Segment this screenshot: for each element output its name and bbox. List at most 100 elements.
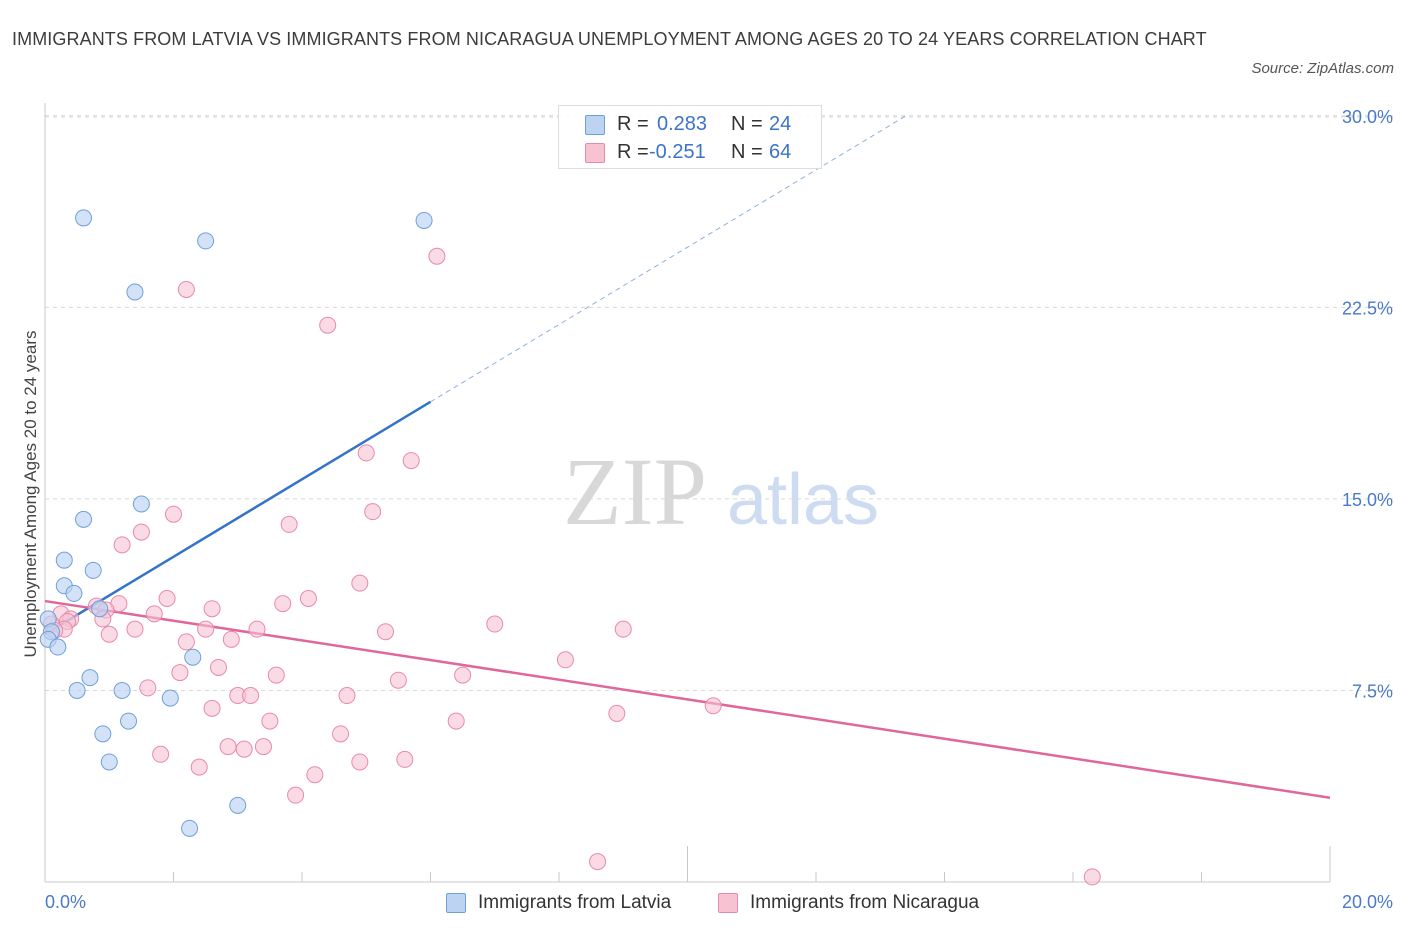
nicaragua-point — [486, 615, 504, 633]
latvia-point — [197, 232, 215, 250]
nicaragua-point — [454, 666, 472, 684]
latvia-point — [100, 753, 118, 771]
nicaragua-point — [132, 523, 150, 541]
r-value: -0.251 — [649, 141, 706, 163]
r-value: 0.283 — [657, 113, 708, 135]
watermark-atlas: atlas — [727, 460, 879, 540]
n-value: 64 — [769, 141, 792, 163]
nicaragua-point — [556, 651, 574, 669]
nicaragua-point — [351, 574, 369, 592]
nicaragua-point — [248, 620, 266, 638]
nicaragua-point — [274, 595, 292, 613]
y-tick-label: 30.0% — [1342, 107, 1393, 127]
nicaragua-point — [171, 664, 189, 682]
nicaragua-point — [402, 452, 420, 470]
nicaragua-point — [261, 712, 279, 730]
r-label: R = — [617, 141, 649, 163]
nicaragua-point — [158, 589, 176, 607]
latvia-point — [132, 495, 150, 513]
latvia-point — [161, 689, 179, 707]
nicaragua-point — [235, 740, 253, 758]
nicaragua-point — [100, 625, 118, 643]
latvia-legend-swatch — [446, 893, 466, 913]
stats-row-latvia: R = 0.283 N = 24 — [559, 111, 821, 139]
latvia-point — [55, 551, 73, 569]
nicaragua-point — [219, 738, 237, 756]
latvia-point — [181, 819, 199, 837]
latvia-point — [81, 669, 99, 687]
nicaragua-point — [242, 687, 260, 705]
nicaragua-point — [338, 687, 356, 705]
latvia-trend-line — [44, 400, 432, 636]
latvia-point — [84, 561, 102, 579]
nicaragua-legend-swatch — [718, 893, 738, 913]
latvia-point — [75, 209, 93, 227]
latvia-point — [65, 584, 83, 602]
nicaragua-point — [209, 658, 227, 676]
nicaragua-point — [254, 738, 272, 756]
nicaragua-point — [319, 316, 337, 334]
r-label: R = — [617, 113, 649, 135]
nicaragua-point — [357, 444, 375, 462]
watermark: ZIP atlas — [563, 438, 879, 545]
nicaragua-point — [377, 623, 395, 641]
latvia-point — [229, 796, 247, 814]
nicaragua-point — [177, 280, 195, 298]
nicaragua-point — [614, 620, 632, 638]
latvia-point — [113, 681, 131, 699]
latvia-point — [68, 681, 86, 699]
latvia-legend-label: Immigrants from Latvia — [478, 892, 672, 913]
nicaragua-point — [306, 766, 324, 784]
nicaragua-point — [197, 620, 215, 638]
latvia-point — [126, 283, 144, 301]
nicaragua-point — [280, 515, 298, 533]
nicaragua-point — [113, 536, 131, 554]
nicaragua-swatch — [585, 143, 605, 163]
latvia-point — [94, 725, 112, 743]
nicaragua-point — [222, 630, 240, 648]
grid-lines — [45, 115, 1395, 691]
nicaragua-point — [145, 605, 163, 623]
source-credit: Source: ZipAtlas.com — [1251, 60, 1394, 77]
stats-row-nicaragua: R = -0.251 N = 64 — [559, 139, 821, 167]
nicaragua-point — [203, 600, 221, 618]
watermark-zip: ZIP — [563, 438, 707, 545]
n-label: N = — [731, 141, 763, 163]
latvia-trend-extension — [430, 115, 907, 403]
nicaragua-point — [332, 725, 350, 743]
tick-labels: 7.5% 15.0% 22.5% 30.0% 0.0% 20.0% — [45, 107, 1393, 912]
nicaragua-point — [589, 853, 607, 871]
nicaragua-point — [447, 712, 465, 730]
nicaragua-point — [351, 753, 369, 771]
latvia-swatch — [585, 115, 605, 135]
nicaragua-point — [165, 505, 182, 523]
stats-legend: R = 0.283 N = 24 R = -0.251 N = 64 — [558, 105, 822, 169]
nicaragua-point — [190, 758, 208, 776]
nicaragua-point — [704, 697, 722, 715]
nicaragua-point — [126, 620, 144, 638]
y-tick-label: 15.0% — [1342, 490, 1393, 510]
nicaragua-point — [389, 671, 407, 689]
nicaragua-point — [177, 633, 195, 651]
latvia-point — [184, 648, 202, 666]
nicaragua-point — [428, 247, 446, 265]
latvia-point — [49, 638, 67, 656]
chart-title: IMMIGRANTS FROM LATVIA VS IMMIGRANTS FRO… — [12, 29, 1207, 49]
nicaragua-point — [364, 503, 382, 521]
n-value: 24 — [769, 113, 792, 135]
y-tick-label: 7.5% — [1352, 681, 1393, 701]
x-tick-label: 0.0% — [45, 892, 86, 912]
nicaragua-point — [1083, 868, 1101, 886]
nicaragua-legend-label: Immigrants from Nicaragua — [750, 892, 980, 913]
x-tick-label: 20.0% — [1342, 892, 1393, 912]
y-tick-label: 22.5% — [1342, 298, 1393, 318]
nicaragua-point — [608, 704, 626, 722]
nicaragua-point — [299, 589, 317, 607]
latvia-point — [120, 712, 138, 730]
nicaragua-point — [152, 745, 170, 763]
latvia-point — [75, 510, 93, 528]
latvia-point — [415, 211, 433, 229]
nicaragua-point — [267, 666, 285, 684]
nicaragua-point — [396, 750, 414, 768]
